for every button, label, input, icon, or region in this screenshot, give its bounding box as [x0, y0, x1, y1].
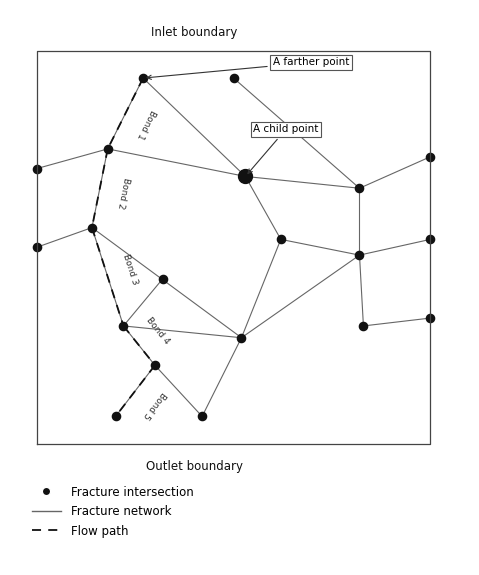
Point — [33, 243, 41, 252]
Point — [426, 313, 434, 323]
Point — [120, 321, 127, 331]
Point — [356, 251, 364, 260]
Point — [112, 412, 119, 421]
Point — [33, 164, 41, 173]
Point — [139, 74, 147, 83]
Point — [88, 223, 96, 232]
Point — [241, 172, 249, 181]
Text: Bond 2: Bond 2 — [115, 177, 130, 209]
Point — [277, 235, 285, 244]
Legend: Fracture intersection, Fracture network, Flow path: Fracture intersection, Fracture network,… — [29, 483, 196, 540]
Text: A child point: A child point — [248, 124, 319, 174]
Text: A farther point: A farther point — [147, 58, 349, 79]
Text: Bond 3: Bond 3 — [121, 253, 139, 286]
Text: Outlet boundary: Outlet boundary — [146, 459, 243, 473]
Point — [238, 333, 245, 342]
Text: Inlet boundary: Inlet boundary — [151, 26, 238, 39]
Point — [360, 321, 367, 331]
Point — [151, 361, 159, 370]
Point — [198, 412, 206, 421]
Text: Bond 1: Bond 1 — [136, 108, 158, 140]
Point — [426, 152, 434, 162]
Point — [230, 74, 238, 83]
Point — [104, 144, 112, 154]
Text: Bond 4: Bond 4 — [144, 316, 171, 346]
Point — [356, 183, 364, 193]
Point — [159, 274, 167, 283]
Point — [426, 235, 434, 244]
Text: Bond 5: Bond 5 — [141, 390, 167, 420]
